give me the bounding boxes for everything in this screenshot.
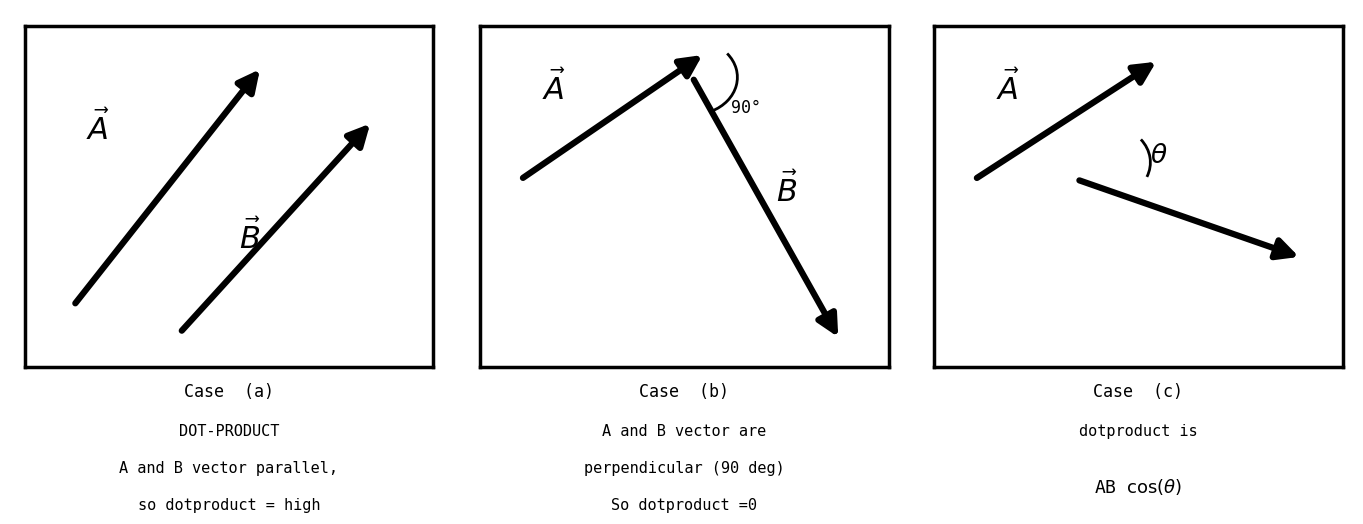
Text: $\vec{A}$: $\vec{A}$ [86, 111, 110, 146]
Text: so dotproduct = high: so dotproduct = high [138, 498, 320, 513]
Text: So dotproduct =0: So dotproduct =0 [611, 498, 758, 513]
Text: A and B vector parallel,: A and B vector parallel, [120, 461, 338, 476]
Text: $\vec{B}$: $\vec{B}$ [239, 220, 260, 255]
Text: Case  (c): Case (c) [1093, 383, 1183, 400]
Text: Case  (a): Case (a) [184, 383, 274, 400]
Text: perpendicular (90 deg): perpendicular (90 deg) [583, 461, 785, 476]
Text: AB $\cos(\theta)$: AB $\cos(\theta)$ [1094, 477, 1182, 497]
Text: Case  (b): Case (b) [639, 383, 729, 400]
Text: $\vec{B}$: $\vec{B}$ [776, 172, 797, 208]
Text: $\vec{A}$: $\vec{A}$ [995, 70, 1020, 105]
Text: dotproduct is: dotproduct is [1078, 424, 1198, 440]
Text: $\vec{A}$: $\vec{A}$ [541, 70, 566, 105]
Text: 90°: 90° [731, 99, 761, 117]
Text: A and B vector are: A and B vector are [602, 424, 766, 440]
Text: $\theta$: $\theta$ [1150, 143, 1167, 169]
Text: DOT-PRODUCT: DOT-PRODUCT [179, 424, 279, 440]
